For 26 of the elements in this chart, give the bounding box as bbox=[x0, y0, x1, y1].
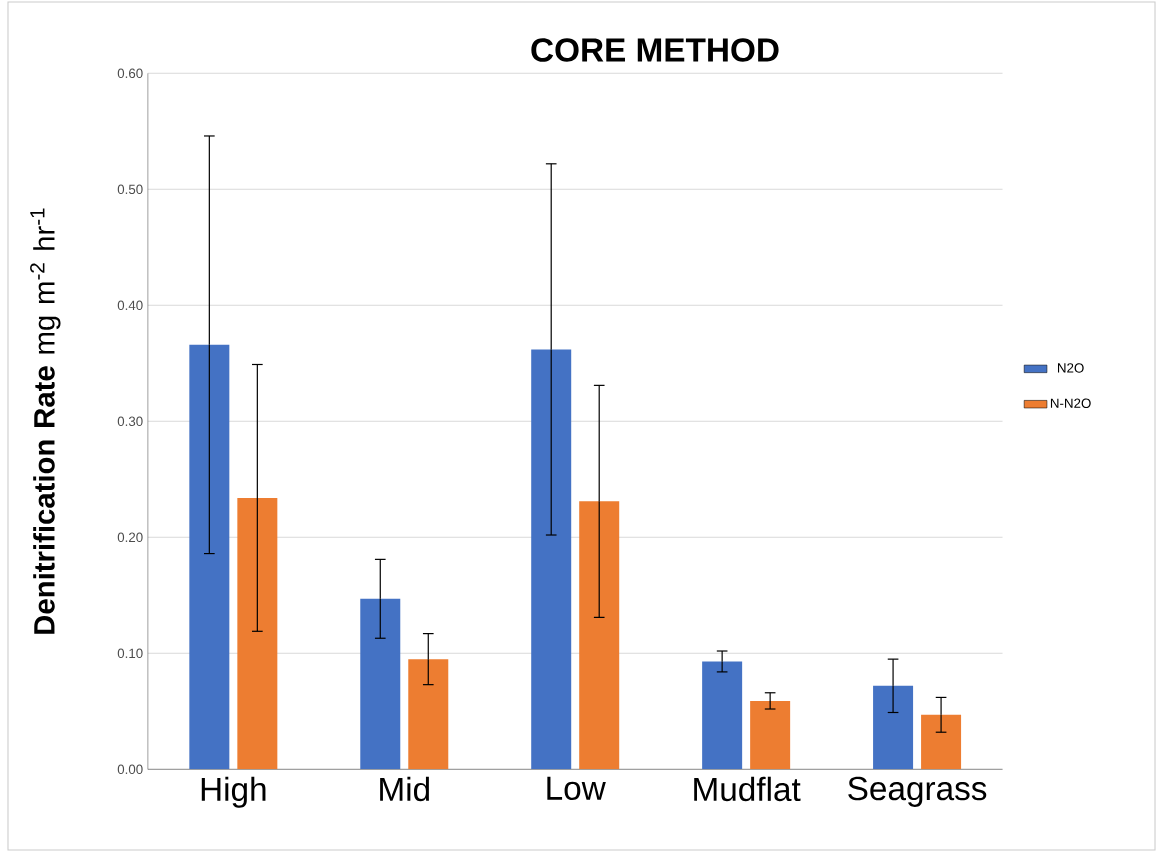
x-tick-label: High bbox=[201, 776, 266, 808]
x-tick-label: Mid bbox=[380, 776, 429, 802]
chart-title: CORE METHOD bbox=[531, 38, 779, 62]
bar bbox=[579, 501, 620, 770]
bar bbox=[873, 685, 914, 770]
legend-label: N2O bbox=[1057, 363, 1084, 373]
bar bbox=[750, 700, 791, 770]
y-tick-label: 0.60 bbox=[117, 68, 143, 79]
bar bbox=[408, 659, 449, 770]
y-axis-title: Denitrification Rate mg m$^{-2}$ hr$^{-1}$ bbox=[30, 208, 61, 634]
y-tick-label: 0.20 bbox=[117, 532, 143, 543]
y-tick-label: 0.00 bbox=[117, 764, 143, 775]
y-tick-label: 0.30 bbox=[117, 416, 143, 427]
bar bbox=[360, 598, 401, 770]
y-tick-label: 0.50 bbox=[117, 184, 143, 195]
x-tick-label: Mudflat bbox=[694, 776, 801, 802]
y-tick-label: 0.10 bbox=[117, 648, 143, 659]
bar bbox=[702, 661, 743, 770]
bar bbox=[921, 714, 962, 770]
x-tick-label: Seagrass bbox=[848, 776, 987, 807]
bar bbox=[189, 344, 230, 770]
bar bbox=[237, 497, 278, 770]
legend-label: N-N2O bbox=[1050, 398, 1091, 408]
bar bbox=[531, 349, 572, 770]
y-tick-label: 0.40 bbox=[117, 300, 143, 311]
x-tick-label: Low bbox=[547, 776, 606, 800]
